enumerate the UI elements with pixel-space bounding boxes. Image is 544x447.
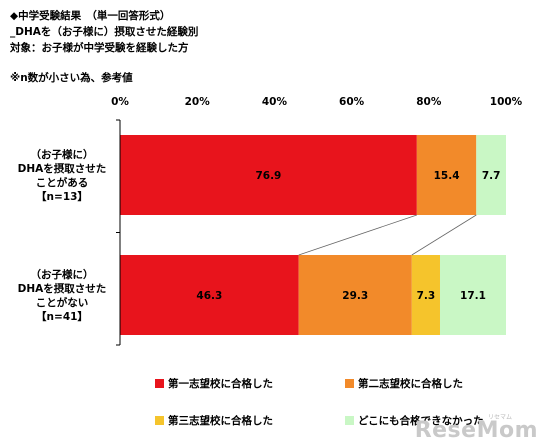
legend-swatch-second-choice: [345, 379, 354, 388]
sample-size-note: ※n数が小さい為、参考値: [10, 72, 133, 84]
bar-value-label: 76.9: [255, 170, 281, 182]
bar-value-label: 29.3: [342, 290, 368, 302]
resemom-logo: リセマム ReseMom: [414, 414, 538, 443]
bar-segment: [120, 135, 417, 215]
category-label: DHAを摂取させた: [18, 162, 107, 175]
legend-label-third-choice: 第三志望校に合格した: [168, 415, 273, 427]
category-label: （お子様に）: [31, 268, 94, 281]
connector-line: [298, 214, 417, 256]
legend-label-first-choice: 第一志望校に合格した: [168, 378, 273, 390]
header-target: 対象：お子様が中学受験を経験した方: [10, 42, 189, 54]
header-subtitle: _DHAを（お子様に）摂取させた経験別: [10, 26, 199, 38]
legend-label-none: どこにも合格できなかった: [358, 415, 484, 427]
x-tick-label: 100%: [490, 96, 523, 108]
category-label: ことがない: [36, 296, 89, 309]
legend-item-none: どこにも合格できなかった: [345, 413, 484, 428]
bar-value-label: 46.3: [196, 290, 222, 302]
legend-label-second-choice: 第二志望校に合格した: [358, 378, 463, 390]
legend-swatch-third-choice: [155, 416, 164, 425]
legend-swatch-none: [345, 416, 354, 425]
x-tick-label: 80%: [416, 96, 442, 108]
resemom-logo-kana: リセマム: [487, 414, 512, 421]
x-tick-label: 20%: [185, 96, 211, 108]
resemom-logo-text: ReseMom: [414, 418, 538, 443]
chart-header: ◆中学受験結果 （単一回答形式） _DHAを（お子様に）摂取させた経験別 対象：…: [10, 8, 198, 56]
bar-value-label: 15.4: [434, 170, 460, 182]
category-label: 【n=13】: [36, 190, 88, 203]
bar-segment: [439, 255, 506, 335]
category-label: ことがある: [36, 176, 89, 189]
legend-item-third-choice: 第三志望校に合格した: [155, 413, 273, 428]
bar-value-label: 7.3: [417, 290, 436, 302]
connector-line: [411, 214, 477, 256]
bar-segment: [411, 255, 440, 335]
legend-item-first-choice: 第一志望校に合格した: [155, 376, 273, 391]
bar-segment: [298, 255, 412, 335]
x-tick-label: 60%: [339, 96, 365, 108]
bar-segment: [120, 255, 299, 335]
bar-value-label: 7.7: [482, 170, 501, 182]
bar-value-label: 17.1: [460, 290, 486, 302]
category-label: DHAを摂取させた: [18, 282, 107, 295]
bar-segment: [416, 135, 477, 215]
legend-item-second-choice: 第二志望校に合格した: [345, 376, 463, 391]
category-label: 【n=41】: [36, 310, 88, 323]
x-tick-label: 40%: [262, 96, 288, 108]
legend-swatch-first-choice: [155, 379, 164, 388]
category-label: （お子様に）: [31, 148, 94, 161]
x-tick-label: 0%: [111, 96, 129, 108]
bar-segment: [476, 135, 506, 215]
header-title: ◆中学受験結果 （単一回答形式）: [10, 10, 171, 22]
